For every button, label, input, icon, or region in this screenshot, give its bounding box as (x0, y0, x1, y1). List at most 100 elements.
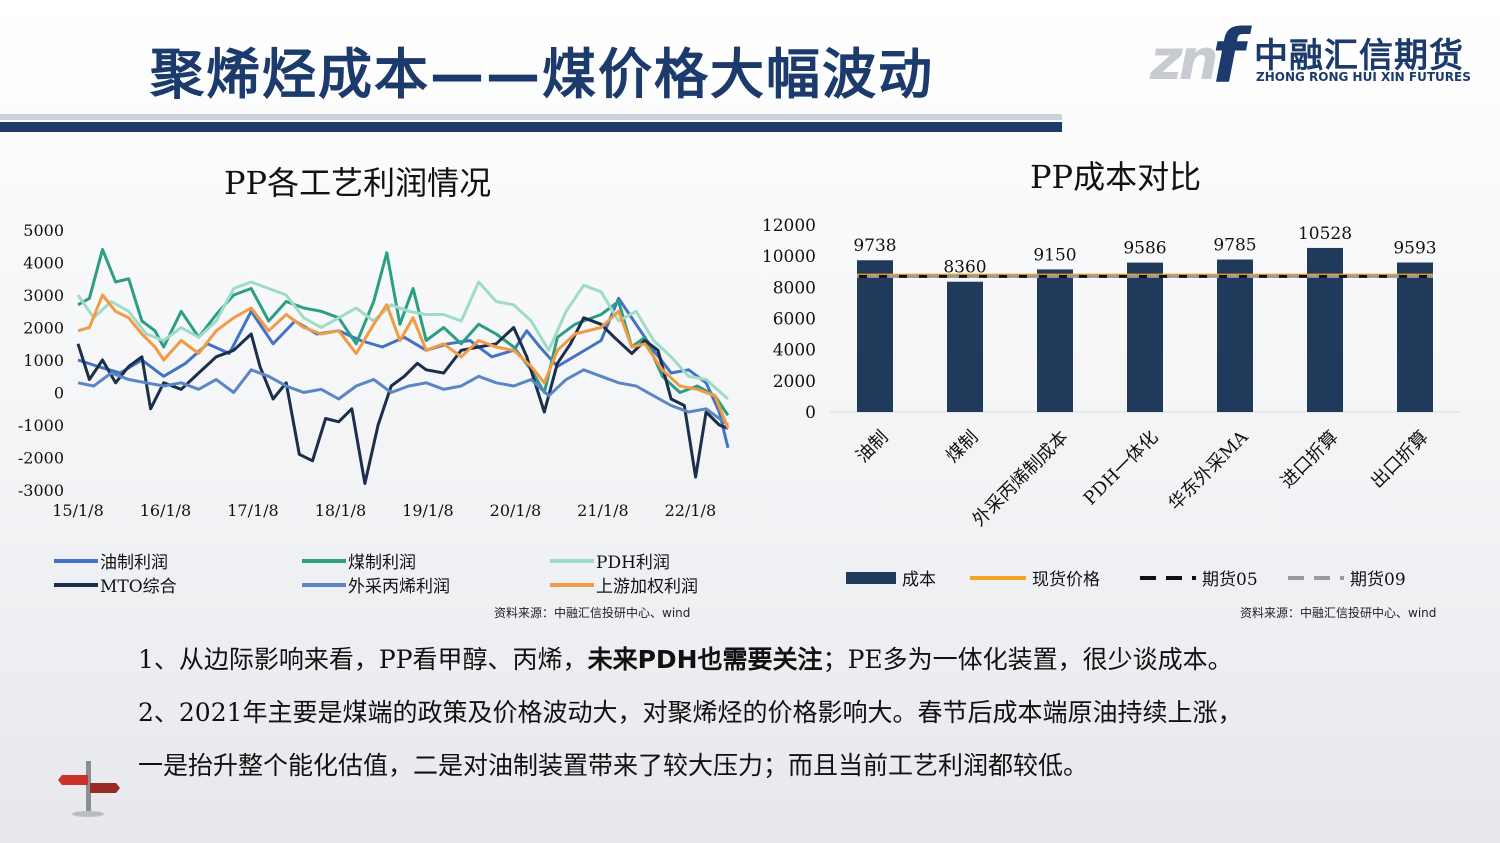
x-category-label: 华东外采MA (1165, 426, 1254, 515)
y-tick-label: 6000 (773, 310, 816, 330)
y-tick-label: 1000 (23, 351, 64, 370)
legend-item-spot: 现货价格 (970, 565, 1100, 590)
y-tick-label: -2000 (18, 449, 64, 468)
legend-item-pdh: PDH利润 (550, 548, 670, 573)
legend-label: 上游加权利润 (596, 577, 698, 597)
cost-bar (857, 260, 893, 412)
y-tick-label: 8000 (773, 278, 816, 298)
legend-label: PDH利润 (596, 553, 670, 573)
legend-swatch (550, 558, 594, 563)
cost-bar-chart: 12000 10000 8000 6000 4000 2000 0 9738 油制 8360 煤制 9… (762, 216, 1460, 531)
y-tick-label: 0 (805, 403, 816, 423)
y-tick-label: 2000 (23, 319, 64, 338)
bar-data-label: 9150 (1033, 245, 1076, 265)
series-line (76, 316, 729, 485)
legend-item-propylene: 外采丙烯利润 (302, 572, 450, 597)
bar-data-label: 9738 (853, 236, 896, 256)
legend-label: 外采丙烯利润 (348, 577, 450, 597)
legend-item-weighted: 上游加权利润 (550, 572, 698, 597)
series-line (76, 280, 729, 401)
bar-data-label: 9593 (1393, 239, 1436, 259)
profit-chart-source: 资料来源：中融汇信投研中心、wind (494, 606, 691, 620)
x-tick-label: 15/1/8 (52, 501, 104, 520)
x-category-label: 进口折算 (1277, 427, 1343, 493)
slide-title: 聚烯烃成本——煤价格大幅波动 (150, 43, 934, 106)
cost-bar (1307, 247, 1343, 412)
legend-swatch (550, 582, 594, 587)
cost-bar (1127, 262, 1163, 412)
bar-data-label: 9586 (1123, 239, 1166, 259)
legend-swatch (1288, 575, 1344, 580)
y-tick-label: 0 (54, 384, 64, 403)
legend-label: 油制利润 (100, 553, 168, 573)
legend-swatch (846, 571, 896, 584)
legend-item-mto: MTO综合 (54, 572, 177, 597)
legend-swatch (54, 558, 98, 563)
series-line (77, 368, 729, 427)
paragraph-2: 2、2021年主要是煤端的政策及价格波动大，对聚烯烃的价格影响大。春节后成本端原… (138, 698, 1243, 727)
cost-bar (947, 281, 983, 412)
x-category-label: 油制 (852, 427, 892, 467)
legend-label: 期货05 (1202, 570, 1258, 590)
legend-label: 现货价格 (1032, 570, 1100, 590)
legend-label: 成本 (902, 570, 936, 590)
y-tick-label: 10000 (762, 247, 816, 267)
x-category-label: 煤制 (942, 427, 982, 467)
x-tick-label: 16/1/8 (140, 501, 192, 520)
logo-zn-mark: zn (1150, 28, 1218, 93)
header: 聚烯烃成本——煤价格大幅波动 zn f 中融汇信期货 ZHONG RONG HU… (0, 0, 1500, 132)
series-line (77, 293, 730, 429)
legend-item-cost: 成本 (846, 565, 936, 590)
y-tick-label: -1000 (18, 416, 64, 435)
legend-swatch (54, 582, 98, 587)
company-logo: zn f 中融汇信期货 ZHONG RONG HUI XIN FUTURES (1150, 14, 1471, 100)
logo-english-name: ZHONG RONG HUI XIN FUTURES (1256, 70, 1471, 84)
legend-swatch (302, 582, 346, 587)
y-tick-label: 3000 (23, 286, 64, 305)
paragraph-1-highlight: 未来PDH也需要关注 (587, 645, 823, 674)
y-tick-label: -3000 (18, 481, 64, 500)
series-line (77, 248, 730, 417)
legend-item-futures09: 期货09 (1288, 565, 1406, 590)
y-tick-label: 4000 (773, 341, 816, 361)
x-category-label: 出口折算 (1367, 427, 1433, 493)
signpost-icon (58, 761, 120, 817)
cost-chart-title: PP成本对比 (1030, 158, 1202, 196)
legend-item-oil: 油制利润 (54, 548, 168, 573)
legend-item-coal: 煤制利润 (302, 548, 416, 573)
x-tick-label: 18/1/8 (315, 501, 367, 520)
legend-label: 煤制利润 (348, 553, 416, 573)
y-tick-label: 2000 (773, 372, 816, 392)
paragraph-3: 一是抬升整个能化估值，二是对油制装置带来了较大压力；而且当前工艺利润都较低。 (138, 751, 1089, 780)
x-tick-label: 19/1/8 (402, 501, 454, 520)
logo-f-mark: f (1212, 14, 1245, 100)
legend-item-futures05: 期货05 (1140, 565, 1258, 590)
cost-bar (1217, 259, 1253, 412)
cost-bar (1037, 269, 1073, 412)
y-tick-label: 4000 (23, 254, 64, 273)
legend-label: MTO综合 (100, 577, 177, 597)
bar-data-label: 10528 (1298, 224, 1352, 244)
x-tick-label: 17/1/8 (227, 501, 279, 520)
paragraph-1-part-c: ；PE多为一体化装置，很少谈成本。 (822, 645, 1233, 674)
cost-chart-source: 资料来源：中融汇信投研中心、wind (1240, 606, 1437, 620)
cost-bar (1397, 262, 1433, 412)
x-category-label: 外采丙烯制成本 (969, 427, 1073, 531)
x-tick-label: 21/1/8 (577, 501, 629, 520)
title-underline (0, 122, 1062, 132)
profit-line-chart: 5000 4000 3000 2000 1000 0 -1000 -2000 -300015/1… (18, 221, 730, 520)
x-tick-label: 22/1/8 (665, 501, 717, 520)
legend-swatch (970, 575, 1026, 580)
paragraph-1: 1、从边际影响来看，PP看甲醇、丙烯，未来PDH也需要关注；PE多为一体化装置，… (138, 640, 1233, 676)
profit-chart-title: PP各工艺利润情况 (224, 164, 492, 202)
bar-data-label: 9785 (1213, 236, 1256, 256)
y-tick-label: 5000 (23, 221, 64, 240)
legend-label: 期货09 (1350, 570, 1406, 590)
y-tick-label: 12000 (762, 216, 816, 236)
title-underline-light (0, 114, 1062, 120)
legend-swatch (1140, 575, 1196, 580)
x-category-label: PDH一体化 (1080, 427, 1163, 510)
bar-data-label: 8360 (943, 258, 986, 278)
legend-swatch (302, 558, 346, 563)
